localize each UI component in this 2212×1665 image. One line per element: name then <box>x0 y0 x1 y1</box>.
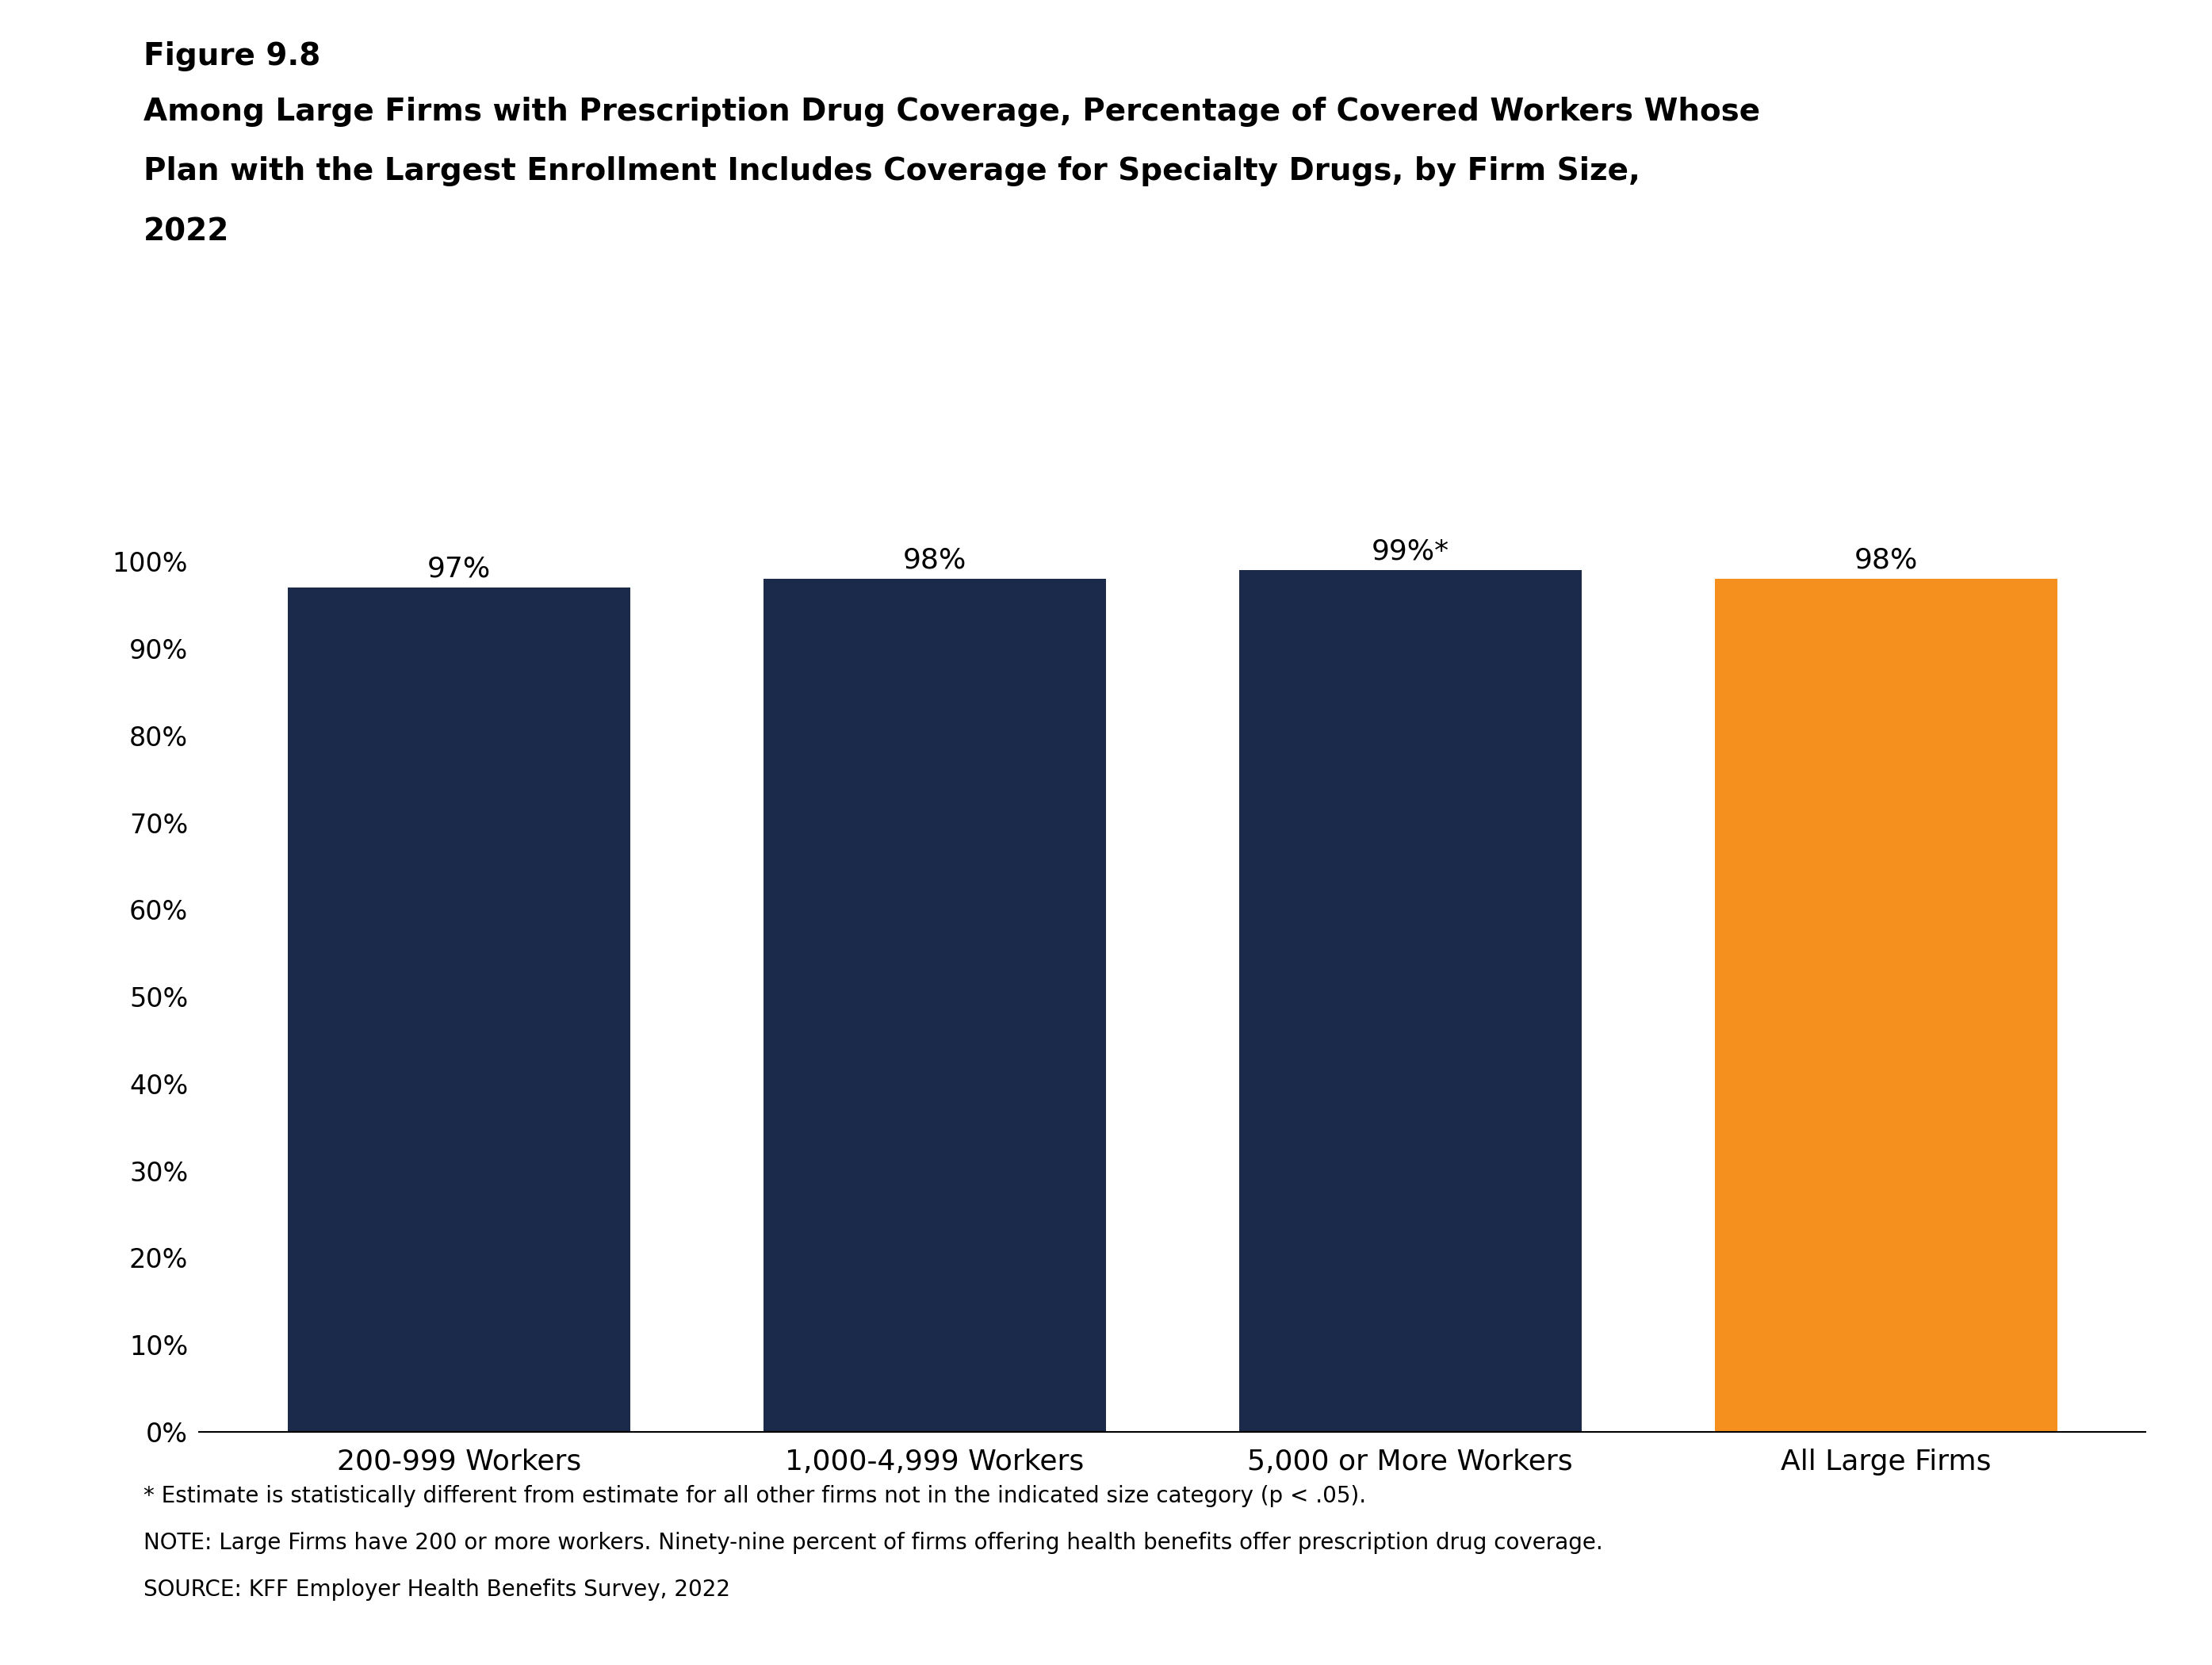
Text: SOURCE: KFF Employer Health Benefits Survey, 2022: SOURCE: KFF Employer Health Benefits Sur… <box>144 1578 730 1600</box>
Text: Figure 9.8: Figure 9.8 <box>144 42 321 72</box>
Text: 97%: 97% <box>427 556 491 583</box>
Text: * Estimate is statistically different from estimate for all other firms not in t: * Estimate is statistically different fr… <box>144 1485 1367 1507</box>
Text: Plan with the Largest Enrollment Includes Coverage for Specialty Drugs, by Firm : Plan with the Largest Enrollment Include… <box>144 157 1641 186</box>
Text: 98%: 98% <box>1854 546 1918 574</box>
Bar <box>1714 579 2057 1432</box>
Text: 2022: 2022 <box>144 216 230 246</box>
Text: Among Large Firms with Prescription Drug Coverage, Percentage of Covered Workers: Among Large Firms with Prescription Drug… <box>144 97 1761 127</box>
Bar <box>763 579 1106 1432</box>
Text: 98%: 98% <box>902 546 967 574</box>
Bar <box>288 588 630 1432</box>
Text: NOTE: Large Firms have 200 or more workers. Ninety-nine percent of firms offerin: NOTE: Large Firms have 200 or more worke… <box>144 1532 1604 1553</box>
Bar <box>1239 569 1582 1432</box>
Text: 99%*: 99%* <box>1371 538 1449 564</box>
